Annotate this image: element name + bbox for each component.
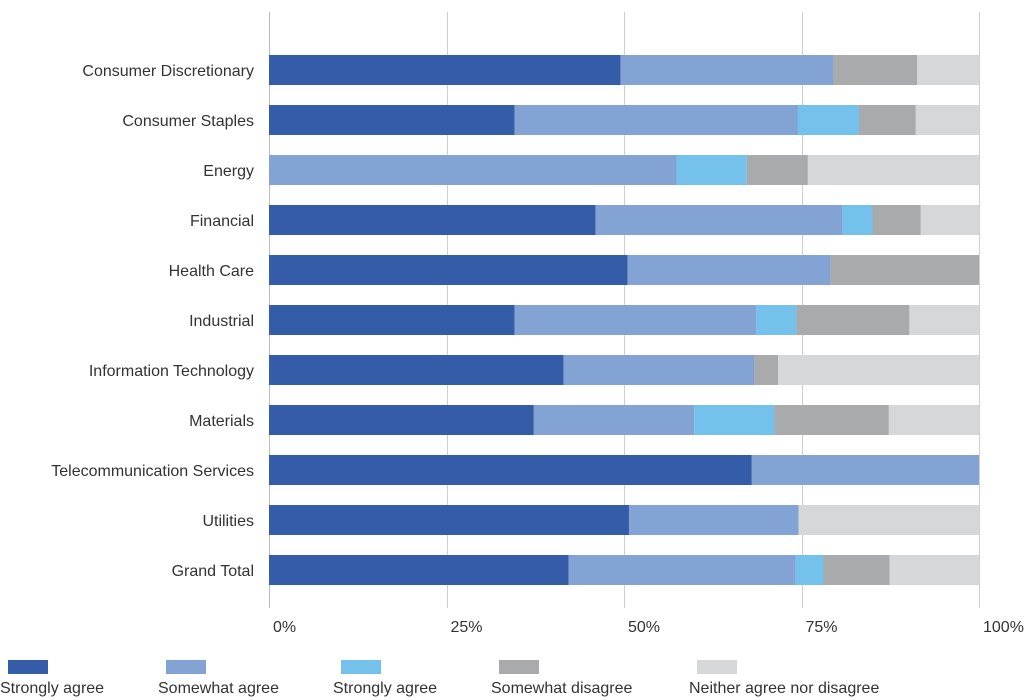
category-label: Energy	[203, 163, 254, 180]
category-label: Health Care	[169, 263, 254, 280]
stacked-bar-chart: Consumer Discretionary Consumer Staples En…	[51, 12, 1024, 636]
bar-segment	[774, 405, 889, 435]
bar-segment	[595, 205, 843, 235]
category-label: Financial	[190, 213, 254, 230]
bar-segment	[628, 505, 799, 535]
bar-segment	[746, 155, 808, 185]
x-tick-label: 0%	[273, 619, 296, 636]
bar-segment	[754, 355, 779, 385]
bar-segment	[798, 505, 979, 535]
bar-segment	[756, 305, 797, 335]
bar-segment	[830, 255, 979, 285]
legend-item: Strongly agree	[0, 660, 104, 698]
bar-segment	[269, 55, 621, 85]
bar-segment	[797, 105, 860, 135]
bar-segment	[751, 455, 979, 485]
x-tick-label: 50%	[628, 619, 660, 636]
legend-swatch	[166, 660, 206, 674]
bar-segment	[568, 555, 796, 585]
category-label: Materials	[189, 413, 254, 430]
legend-label: Somewhat disagree	[491, 680, 633, 697]
legend-swatch	[499, 660, 539, 674]
legend-swatch	[697, 660, 737, 674]
bar-segment	[676, 155, 747, 185]
legend-swatch	[8, 660, 48, 674]
category-label: Information Technology	[89, 363, 254, 380]
legend-item: Somewhat disagree	[491, 660, 632, 698]
x-axis-ticks: 0% 25% 50% 75% 100%	[273, 619, 1024, 636]
legend-item: Neither agree nor disagree	[689, 660, 879, 698]
bar-segment	[269, 505, 629, 535]
bar-area	[269, 55, 979, 585]
bar-segment	[533, 405, 695, 435]
bar-segment	[694, 405, 775, 435]
bar-segment	[627, 255, 831, 285]
bar-segment	[269, 155, 677, 185]
legend-label: Strongly agree	[0, 680, 105, 697]
bar-segment	[920, 205, 979, 235]
category-label: Industrial	[189, 313, 254, 330]
category-label: Consumer Staples	[122, 113, 254, 130]
legend-label: Somewhat agree	[158, 680, 279, 697]
bar-segment	[269, 555, 569, 585]
bar-segment	[269, 405, 534, 435]
bar-segment	[807, 155, 979, 185]
legend-item: Strongly agree	[333, 660, 437, 698]
legend: Strongly agree Somewhat agree Strongly agr…	[0, 660, 1034, 700]
bar-segment	[842, 205, 873, 235]
bar-segment	[796, 305, 910, 335]
bar-segment	[917, 55, 979, 85]
bar-segment	[795, 555, 824, 585]
legend-label: Strongly agree	[333, 680, 438, 697]
bar-segment	[909, 305, 979, 335]
category-labels: Consumer Discretionary Consumer Staples En…	[51, 63, 254, 580]
category-label: Consumer Discretionary	[82, 63, 254, 80]
x-tick-label: 75%	[806, 619, 838, 636]
bar-segment	[778, 355, 979, 385]
bar-segment	[269, 355, 564, 385]
bar-segment	[915, 105, 979, 135]
bar-segment	[620, 55, 834, 85]
legend-swatch	[341, 660, 381, 674]
bar-segment	[859, 105, 916, 135]
bar-segment	[269, 105, 515, 135]
legend-label: Neither agree nor disagree	[689, 680, 880, 697]
bar-segment	[563, 355, 755, 385]
bar-segment	[872, 205, 921, 235]
x-tick-label: 100%	[983, 619, 1024, 636]
legend-item: Somewhat agree	[158, 660, 279, 698]
category-label: Grand Total	[172, 563, 254, 580]
bar-segment	[269, 205, 596, 235]
bar-segment	[269, 305, 515, 335]
category-label: Utilities	[202, 513, 254, 530]
category-label: Telecommunication Services	[51, 463, 254, 480]
bar-segment	[514, 105, 798, 135]
bar-segment	[888, 405, 979, 435]
bar-segment	[889, 555, 979, 585]
x-tick-label: 25%	[451, 619, 483, 636]
bar-segment	[269, 455, 752, 485]
bar-segment	[514, 305, 757, 335]
bar-segment	[833, 55, 918, 85]
bar-segment	[823, 555, 890, 585]
bar-segment	[269, 255, 628, 285]
